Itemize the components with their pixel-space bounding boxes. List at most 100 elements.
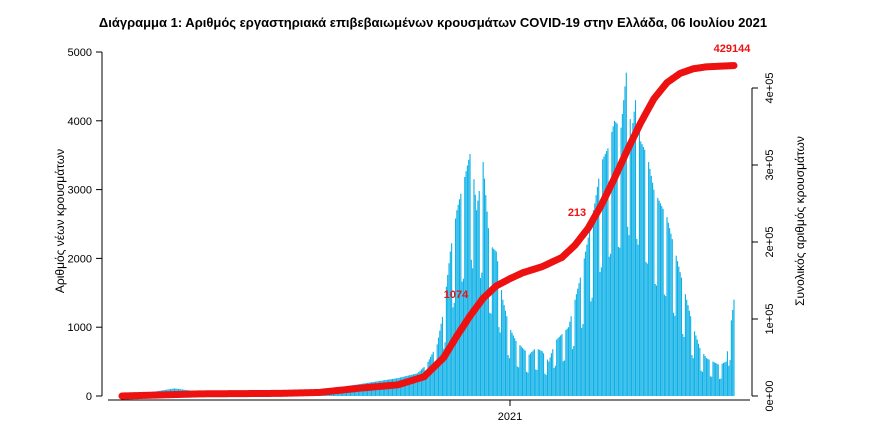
bar bbox=[609, 253, 612, 396]
bar bbox=[556, 339, 558, 396]
bar bbox=[627, 226, 629, 396]
bar bbox=[578, 283, 580, 396]
bar bbox=[645, 262, 647, 396]
bar bbox=[648, 162, 650, 396]
bar bbox=[528, 354, 530, 396]
bar bbox=[733, 299, 735, 396]
bar bbox=[406, 375, 408, 396]
bar bbox=[502, 299, 504, 396]
bar bbox=[468, 159, 470, 396]
bar bbox=[474, 194, 476, 396]
bar bbox=[713, 362, 715, 396]
bar bbox=[566, 328, 568, 396]
bar bbox=[606, 151, 608, 396]
bar bbox=[519, 345, 521, 396]
y-tick-label: 2000 bbox=[68, 253, 92, 265]
bar bbox=[411, 374, 413, 396]
bar bbox=[457, 204, 459, 396]
bar bbox=[409, 375, 411, 396]
bar bbox=[477, 200, 479, 396]
bar bbox=[654, 283, 656, 396]
bar bbox=[587, 237, 589, 396]
bar bbox=[520, 346, 522, 396]
bar bbox=[550, 353, 552, 396]
y2-tick-label: 0e+00 bbox=[764, 381, 776, 412]
bar bbox=[491, 247, 493, 396]
bar bbox=[508, 358, 510, 396]
bar bbox=[695, 335, 697, 396]
x-tick-label: 2021 bbox=[498, 411, 522, 423]
bar bbox=[423, 366, 425, 396]
bar bbox=[558, 336, 560, 396]
y2-tick-label: 1e+05 bbox=[764, 304, 776, 335]
bar bbox=[523, 349, 525, 396]
bar bbox=[515, 340, 517, 396]
bar bbox=[658, 200, 660, 396]
bar bbox=[684, 294, 686, 396]
bar bbox=[549, 357, 551, 396]
bar bbox=[646, 263, 648, 396]
bar bbox=[470, 259, 472, 396]
cumulative-line bbox=[118, 62, 738, 400]
bar bbox=[418, 372, 420, 396]
bar bbox=[583, 258, 585, 396]
y-tick-label: 0 bbox=[86, 391, 92, 403]
bar bbox=[620, 127, 622, 397]
bar bbox=[663, 294, 665, 396]
bar bbox=[692, 358, 694, 396]
bar bbox=[469, 154, 471, 396]
bar bbox=[434, 370, 436, 396]
bar bbox=[557, 338, 559, 396]
bar bbox=[453, 302, 455, 396]
bar bbox=[604, 153, 606, 396]
bar bbox=[569, 321, 571, 396]
bar bbox=[617, 246, 619, 396]
bar bbox=[532, 350, 534, 396]
bar bbox=[552, 349, 554, 396]
y2-axis-label: Συνολικός αριθμός κρουσμάτων bbox=[793, 136, 807, 306]
bar bbox=[410, 374, 412, 396]
bar bbox=[489, 312, 491, 396]
bar bbox=[516, 366, 518, 396]
bar bbox=[416, 373, 419, 396]
bar bbox=[595, 195, 597, 396]
bar bbox=[711, 376, 713, 396]
bar bbox=[705, 358, 707, 396]
bar bbox=[499, 332, 501, 396]
bar bbox=[641, 144, 643, 396]
bar bbox=[427, 361, 429, 396]
bar bbox=[701, 371, 704, 396]
bar bbox=[575, 294, 577, 396]
bar bbox=[531, 351, 533, 396]
bar bbox=[465, 171, 467, 396]
bar bbox=[512, 335, 514, 396]
bar bbox=[600, 267, 602, 396]
bar bbox=[631, 134, 633, 396]
bar bbox=[721, 363, 723, 396]
annotation-value-2: 213 bbox=[568, 207, 586, 219]
y2-tick-label: 4e+05 bbox=[764, 73, 776, 104]
bar bbox=[644, 149, 646, 396]
bar bbox=[697, 343, 700, 396]
bar bbox=[456, 210, 458, 396]
axes-layer: 0 1000 2000 3000 4000 5000 0e+00 1e+05 2e+05 3e+0… bbox=[68, 47, 776, 411]
bar bbox=[700, 370, 702, 396]
bar bbox=[570, 316, 572, 396]
bar bbox=[455, 218, 457, 396]
bar bbox=[591, 297, 593, 396]
bar bbox=[588, 230, 591, 396]
bar bbox=[599, 271, 601, 396]
bar bbox=[669, 228, 671, 396]
bar bbox=[602, 159, 604, 396]
bar bbox=[466, 165, 468, 396]
bar bbox=[414, 373, 416, 396]
bar bbox=[624, 86, 626, 397]
bar bbox=[608, 256, 610, 396]
bar bbox=[720, 378, 722, 396]
bar bbox=[670, 233, 672, 396]
bar bbox=[628, 235, 630, 396]
bar bbox=[675, 255, 677, 396]
bar bbox=[715, 362, 717, 396]
bar bbox=[458, 199, 461, 396]
bar bbox=[667, 222, 669, 396]
